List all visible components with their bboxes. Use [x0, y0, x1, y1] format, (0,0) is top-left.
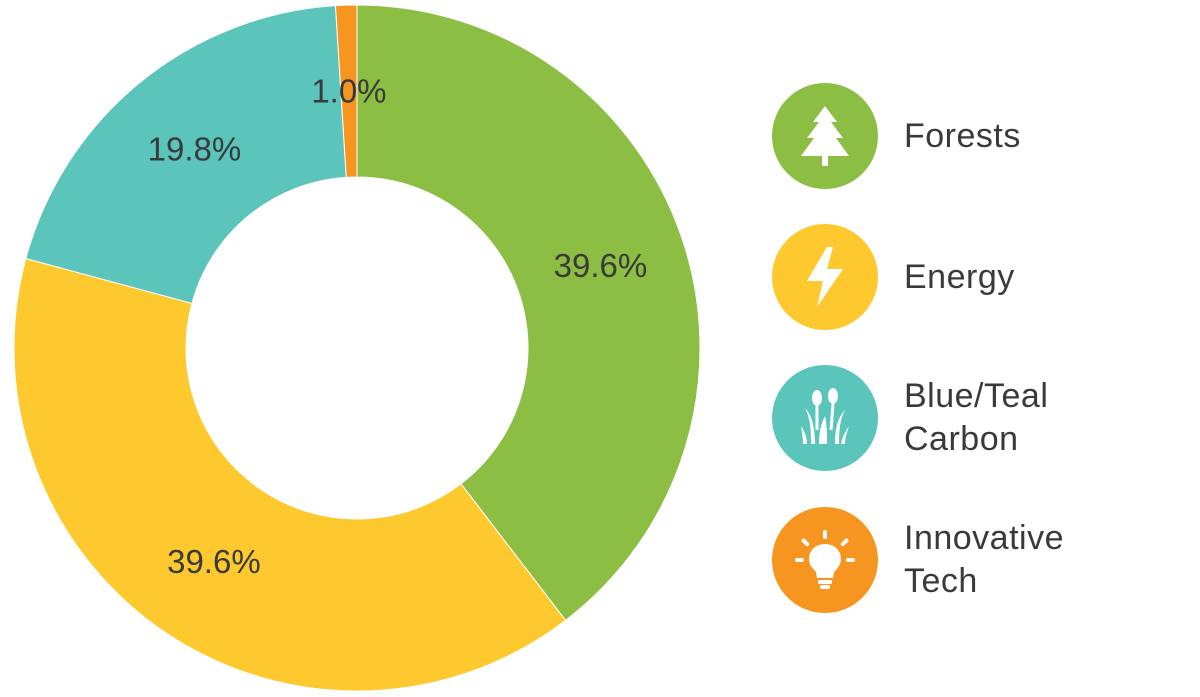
legend-label-line: Tech [904, 562, 978, 600]
legend-item-blue-teal-carbon: Blue/Teal Carbon [772, 365, 1192, 471]
legend-label-line: Innovative [904, 519, 1064, 557]
legend-swatch-forests [772, 83, 878, 189]
cattail-plant-icon [801, 388, 849, 444]
slice-innovative-tech [334, 4, 358, 178]
slice-label-forests: 39.6% [554, 247, 648, 284]
slice-forests [356, 4, 701, 622]
legend-item-innovative-tech: Innovative Tech [772, 507, 1192, 613]
legend-label-innovative-tech: Innovative Tech [904, 517, 1064, 603]
slices-group [13, 4, 701, 692]
legend-item-forests: Forests [772, 83, 1192, 189]
lightbulb-icon [795, 530, 855, 589]
slice-labels-group: 39.6% 39.6% 19.8% 1.0% [148, 73, 648, 580]
legend-label-line: Blue/Teal [904, 377, 1049, 415]
lightning-bolt-icon [807, 247, 843, 307]
slice-label-blue-teal-carbon: 19.8% [148, 130, 242, 167]
donut-chart-svg: 39.6% 39.6% 19.8% 1.0% [13, 4, 701, 692]
tree-icon [801, 106, 849, 166]
donut-chart: 39.6% 39.6% 19.8% 1.0% [13, 4, 701, 692]
legend-swatch-blue-teal-carbon [772, 365, 878, 471]
slice-energy [13, 257, 567, 692]
legend: Forests Energy B [772, 0, 1192, 697]
legend-label-forests: Forests [904, 115, 1021, 158]
legend-label-energy: Energy [904, 256, 1015, 299]
legend-label-line: Carbon [904, 420, 1019, 458]
legend-item-energy: Energy [772, 224, 1192, 330]
legend-label-line: Energy [904, 257, 1015, 296]
legend-swatch-innovative-tech [772, 507, 878, 613]
legend-swatch-energy [772, 224, 878, 330]
legend-label-line: Forests [904, 116, 1021, 155]
slice-label-energy: 39.6% [167, 543, 261, 580]
slice-label-innovative-tech: 1.0% [311, 73, 386, 110]
slice-blue-teal-carbon [25, 5, 347, 305]
legend-label-blue-teal-carbon: Blue/Teal Carbon [904, 375, 1048, 461]
